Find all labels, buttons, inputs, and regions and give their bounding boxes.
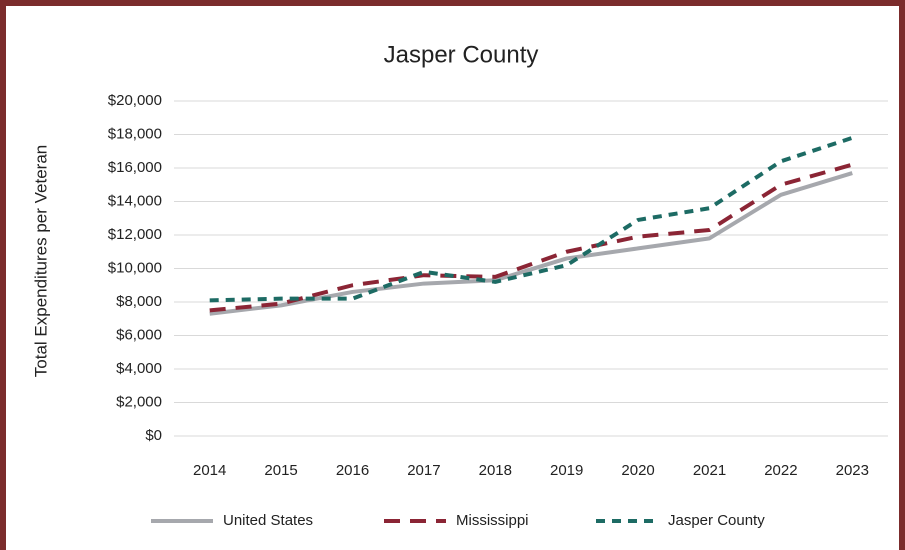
x-tick-label: 2021	[693, 462, 726, 479]
y-tick-label: $18,000	[108, 125, 162, 142]
x-tick-label: 2014	[193, 462, 226, 479]
x-tick-label: 2019	[550, 462, 583, 479]
y-tick-label: $6,000	[116, 326, 162, 343]
x-tick-label: 2015	[264, 462, 297, 479]
y-tick-label: $8,000	[116, 293, 162, 310]
x-tick-label: 2017	[407, 462, 440, 479]
legend-label: United States	[223, 512, 313, 529]
x-tick-label: 2018	[479, 462, 512, 479]
y-tick-label: $20,000	[108, 92, 162, 109]
chart-title: Jasper County	[384, 41, 539, 68]
x-tick-label: 2023	[836, 462, 869, 479]
x-tick-label: 2016	[336, 462, 369, 479]
chart: Jasper County Total Expenditures per Vet…	[31, 41, 888, 529]
series-line	[209, 162, 853, 313]
series-line	[209, 171, 853, 316]
x-tick-label: 2020	[621, 462, 654, 479]
legend-label: Jasper County	[668, 512, 765, 529]
y-tick-label: $10,000	[108, 259, 162, 276]
legend-label: Mississippi	[456, 512, 529, 529]
y-tick-label: $16,000	[108, 159, 162, 176]
x-tick-label: 2022	[764, 462, 797, 479]
series-line	[209, 135, 853, 303]
y-tick-label: $4,000	[116, 360, 162, 377]
y-tick-label: $0	[145, 427, 162, 444]
y-tick-label: $2,000	[116, 393, 162, 410]
y-tick-label: $14,000	[108, 192, 162, 209]
y-tick-label: $12,000	[108, 226, 162, 243]
y-axis-title: Total Expenditures per Veteran	[31, 145, 50, 377]
